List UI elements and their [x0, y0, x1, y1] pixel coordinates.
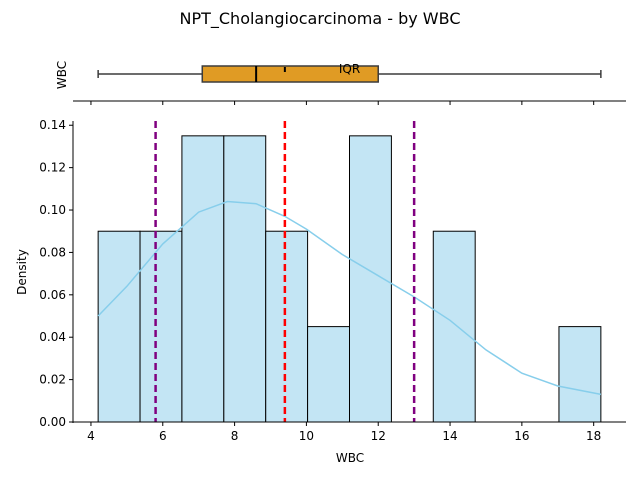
- y-tick-label: 0.00: [39, 415, 66, 429]
- hist-x-label: WBC: [336, 451, 364, 465]
- reference-lines: [154, 121, 416, 422]
- hist-y-ticks: 0.00 0.02 0.04 0.06 0.08 0.10 0.12 0.14: [39, 118, 73, 429]
- iqr-box: [201, 65, 379, 83]
- histogram-bar: [307, 326, 350, 423]
- box-plot-panel: WBC IQR: [55, 61, 626, 105]
- y-tick-label: 0.12: [39, 161, 66, 175]
- x-tick-label: 10: [299, 429, 314, 443]
- histogram-bar: [223, 135, 267, 423]
- x-tick-label: 18: [586, 429, 601, 443]
- hist-x-ticks: 4 6 8 10 12 14 16 18: [87, 422, 601, 443]
- histogram-bar: [558, 326, 602, 423]
- histogram-bar: [432, 230, 476, 423]
- histogram-bar: [97, 230, 141, 423]
- histogram-bars: [97, 135, 602, 423]
- x-tick-label: 14: [442, 429, 457, 443]
- box-x-ticks: [90, 101, 595, 105]
- histogram-panel: 4 6 8 10 12 14 16 18 0.000.020.040.060.080.100.…: [15, 118, 626, 465]
- y-tick-label: 0.14: [39, 118, 66, 132]
- x-tick-label: 8: [231, 429, 239, 443]
- y-tick-label: 0.06: [39, 288, 66, 302]
- y-tick-label: 0.10: [39, 203, 66, 217]
- histogram-bar: [265, 230, 309, 423]
- hist-y-label: Density: [15, 249, 29, 295]
- y-tick-label: 0.08: [39, 245, 66, 259]
- iqr-annotation: IQR: [339, 62, 360, 76]
- kde-curve: [97, 200, 602, 396]
- y-tick-label: 0.04: [39, 330, 66, 344]
- box-y-label: WBC: [55, 61, 69, 89]
- x-tick-label: 6: [159, 429, 167, 443]
- chart-title: NPT_Cholangiocarcinoma - by WBC: [179, 9, 460, 29]
- x-tick-label: 4: [87, 429, 95, 443]
- x-tick-label: 16: [514, 429, 529, 443]
- histogram-bar: [181, 135, 225, 423]
- y-tick-label: 0.02: [39, 373, 66, 387]
- x-tick-label: 12: [371, 429, 386, 443]
- histogram-bar: [139, 230, 183, 423]
